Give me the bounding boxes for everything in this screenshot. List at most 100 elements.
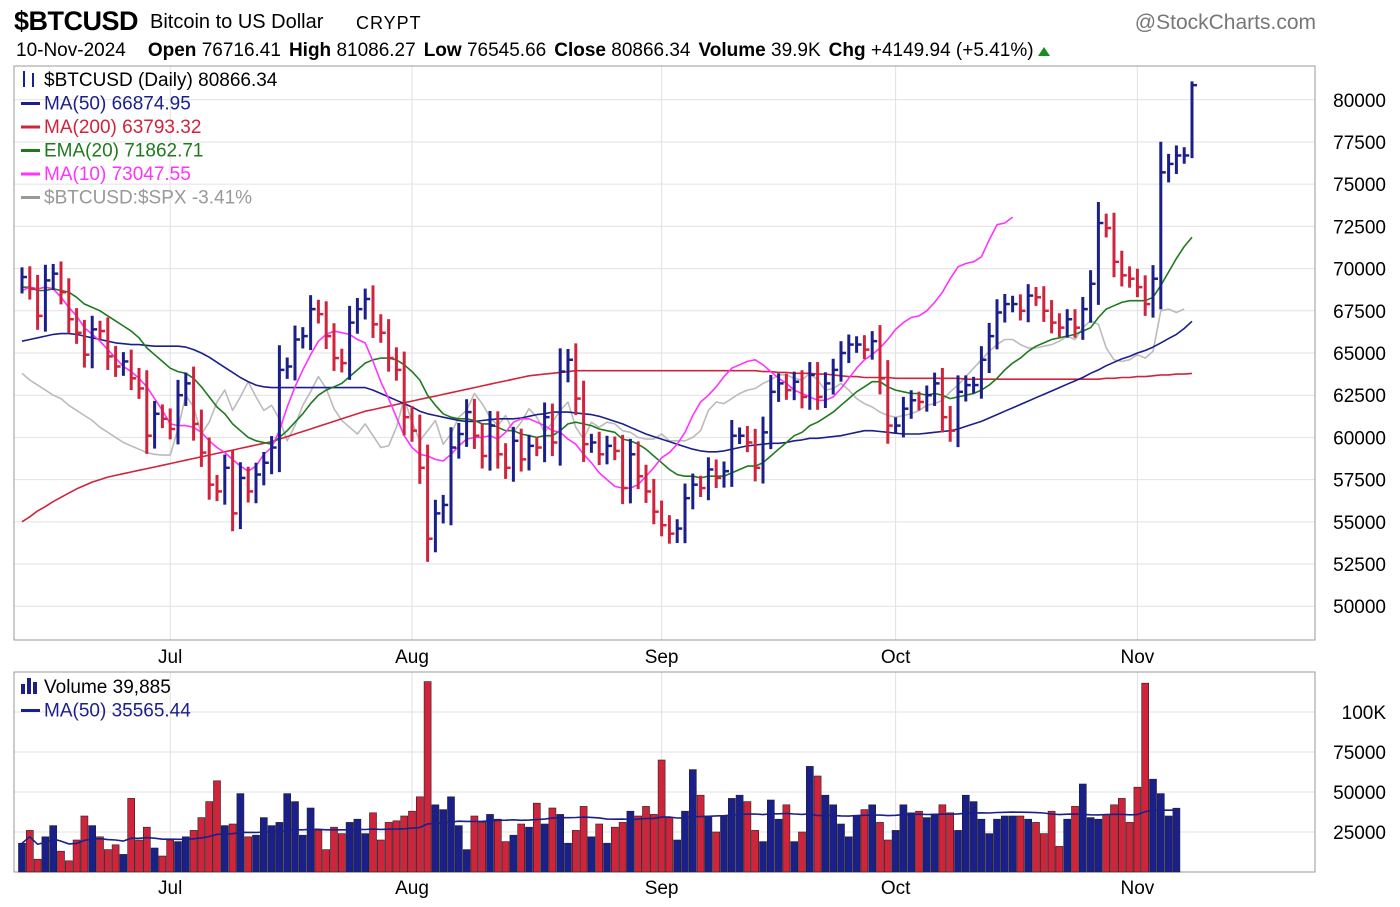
volume-bar <box>579 806 588 873</box>
exchange-label: CRYPT <box>356 13 422 33</box>
open-label: Open <box>147 40 197 61</box>
open-value: 76716.41 <box>201 40 281 61</box>
volume-bar <box>353 818 362 873</box>
volume-bar <box>1133 786 1142 873</box>
volume-label: Volume <box>698 40 766 61</box>
volume-bar <box>829 804 838 873</box>
volume-value: 39.9K <box>771 40 821 61</box>
volume-bar <box>72 839 81 873</box>
volume-bar <box>1125 822 1134 873</box>
volume-bar <box>844 836 853 873</box>
volume-bar <box>57 850 65 873</box>
volume-bar <box>751 830 760 873</box>
volume-bar <box>805 766 814 873</box>
volume-bar <box>922 817 931 873</box>
volume-bar <box>798 831 806 873</box>
volume-bar <box>1094 818 1103 873</box>
volume-tick-label: 25000 <box>1333 823 1386 844</box>
volume-bar <box>1000 815 1009 873</box>
volume-bar <box>688 769 697 873</box>
volume-bar <box>158 855 167 873</box>
volume-bar <box>174 841 182 873</box>
ema20-line <box>22 236 1193 479</box>
volume-bar <box>228 823 237 873</box>
price-tick-label: 57500 <box>1333 471 1386 492</box>
volume-bar <box>587 836 596 873</box>
volume-bar <box>96 836 104 873</box>
volume-bar <box>1071 806 1079 873</box>
price-tick-label: 55000 <box>1333 513 1386 534</box>
volume-bar <box>135 839 143 873</box>
volume-bar <box>345 822 354 873</box>
volume-ma50-line <box>21 809 1177 846</box>
month-label: Nov <box>1121 647 1155 668</box>
volume-bar <box>837 823 845 873</box>
volume-bar <box>80 815 89 873</box>
quote-date: 10-Nov-2024 <box>16 40 126 61</box>
volume-bar <box>431 804 440 873</box>
volume-bar <box>1047 810 1056 873</box>
volume-bar <box>821 794 830 873</box>
month-label: Aug <box>395 647 429 668</box>
price-legend-entry: MA(50) 66874.95 <box>44 94 191 115</box>
volume-bar <box>626 810 635 873</box>
volume-bar <box>213 780 221 873</box>
volume-bar <box>1055 846 1064 873</box>
volume-bar <box>735 794 744 873</box>
price-tick-label: 62500 <box>1333 386 1386 407</box>
volume-bar <box>649 814 658 873</box>
change-value: +4149.94 (+5.41%) <box>870 40 1034 61</box>
volume-legend-entry: MA(50) 35565.44 <box>44 701 191 722</box>
volume-bar <box>696 794 705 873</box>
volume-bars-icon <box>21 684 25 694</box>
volume-bar <box>150 847 159 873</box>
volume-bar <box>766 799 775 873</box>
price-legend-entry: MA(10) 73047.55 <box>44 164 191 185</box>
volume-bar <box>1110 804 1118 873</box>
volume-bars-icon <box>27 678 31 694</box>
volume-bar <box>259 817 268 873</box>
volume-bar <box>564 842 572 873</box>
price-legend-entry: MA(200) 63793.32 <box>44 117 201 138</box>
volume-bar <box>501 841 510 873</box>
volume-bar <box>127 798 136 873</box>
volume-bar <box>977 818 986 873</box>
volume-bars-icon <box>33 682 37 694</box>
volume-bar <box>993 818 1001 873</box>
price-tick-label: 65000 <box>1333 344 1386 365</box>
month-label: Jul <box>158 647 182 668</box>
volume-bar <box>790 841 799 873</box>
volume-bar <box>478 822 487 873</box>
volume-bar <box>883 839 892 873</box>
volume-bar <box>1172 807 1181 873</box>
brand-watermark[interactable]: @StockCharts.com <box>1134 11 1316 34</box>
volume-bar <box>369 812 377 873</box>
volume-bar <box>759 841 767 873</box>
volume-bar <box>1156 793 1165 873</box>
volume-bar <box>103 849 112 873</box>
volume-bar <box>727 798 736 873</box>
volume-bar <box>439 809 448 873</box>
volume-bar <box>899 804 908 873</box>
volume-bar <box>392 820 401 873</box>
volume-bar <box>1039 833 1048 873</box>
change-label: Chg <box>828 40 866 61</box>
month-label: Aug <box>395 878 429 899</box>
volume-bar <box>298 834 307 873</box>
volume-bar <box>166 839 175 873</box>
month-label: Jul <box>158 878 182 899</box>
volume-bar <box>283 793 292 873</box>
volume-tick-label: 75000 <box>1333 743 1386 764</box>
volume-bar <box>1117 798 1126 873</box>
volume-bar <box>891 830 900 873</box>
volume-bar <box>1086 817 1095 873</box>
volume-bar <box>618 822 627 873</box>
price-legend-entry: $BTCUSD:$SPX -3.41% <box>44 188 252 209</box>
volume-bar <box>244 836 253 873</box>
volume-bar <box>1102 814 1111 873</box>
volume-bar <box>119 854 128 873</box>
price-tick-label: 60000 <box>1333 428 1386 449</box>
volume-bar <box>33 858 42 873</box>
